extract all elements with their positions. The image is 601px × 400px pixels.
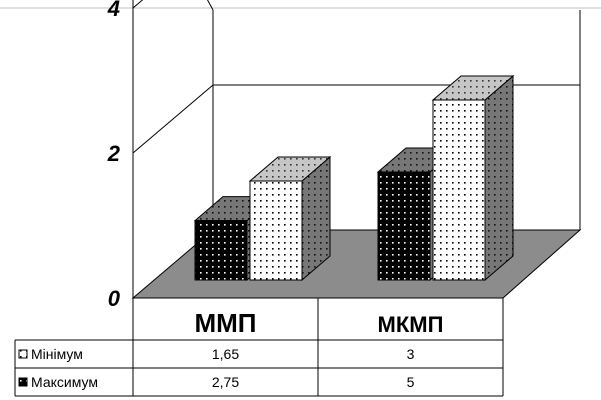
value-cell: 3 bbox=[407, 346, 415, 362]
value-cell: 5 bbox=[407, 374, 415, 390]
plot-walls bbox=[132, 0, 581, 298]
legend-key bbox=[18, 377, 28, 387]
x-axis-categories: ММП МКМП bbox=[194, 308, 443, 338]
value-cell: 2,75 bbox=[212, 374, 239, 390]
bar bbox=[249, 180, 303, 281]
y-tick-label: 4 bbox=[107, 0, 120, 21]
legend-key bbox=[18, 349, 28, 359]
bars bbox=[193, 74, 515, 282]
bar bbox=[432, 99, 486, 281]
value-cell: 1,65 bbox=[212, 346, 239, 362]
y-tick-label: 2 bbox=[107, 141, 121, 166]
gridline-left bbox=[132, 0, 144, 9]
series-name: Мінімум bbox=[31, 346, 83, 362]
gridline-left bbox=[132, 84, 214, 154]
x-category-label: ММП bbox=[194, 308, 256, 338]
y-tick-label: 0 bbox=[108, 286, 121, 311]
bar-side bbox=[484, 74, 514, 282]
x-category-label: МКМП bbox=[378, 312, 444, 337]
bar bbox=[194, 220, 248, 281]
data-table: Мінімум 1,65 3 Максимум 2,75 5 bbox=[14, 298, 504, 397]
y-axis-ticks: 0246 bbox=[107, 0, 121, 311]
series-name: Максимум bbox=[31, 374, 98, 390]
bar bbox=[377, 171, 431, 281]
